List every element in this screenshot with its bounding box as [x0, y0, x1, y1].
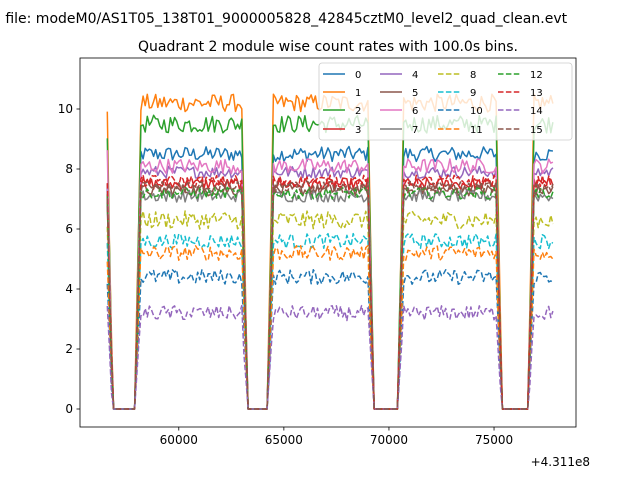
legend-label-2: 2: [355, 106, 361, 117]
legend-label-12: 12: [530, 70, 543, 81]
x-tick-label-1: 65000: [265, 433, 303, 447]
series-line-5: [106, 183, 554, 410]
legend-label-3: 3: [355, 125, 361, 136]
series-line-10: [106, 268, 554, 410]
series-line-4: [106, 165, 554, 410]
legend-label-15: 15: [530, 125, 543, 136]
legend-label-5: 5: [412, 88, 418, 99]
axes-frame: [79, 57, 577, 428]
y-tick-label-2: 4: [65, 282, 73, 296]
y-tick-label-5: 10: [58, 102, 73, 116]
legend-box: [318, 62, 573, 141]
series-line-8: [106, 210, 554, 410]
chart-title: Quadrant 2 module wise count rates with …: [138, 39, 518, 55]
legend-label-7: 7: [412, 125, 418, 136]
series-line-7: [106, 189, 554, 410]
y-tick-label-1: 2: [65, 342, 73, 356]
series-line-15: [106, 180, 554, 410]
legend-label-14: 14: [530, 106, 543, 117]
y-tick-label-4: 8: [65, 162, 73, 176]
legend-label-6: 6: [412, 106, 418, 117]
x-tick-label-2: 70000: [370, 433, 408, 447]
legend-label-9: 9: [470, 88, 476, 99]
y-tick-label-0: 0: [65, 402, 73, 416]
legend-label-1: 1: [355, 88, 361, 99]
legend-label-13: 13: [530, 88, 543, 99]
x-offset-label: +4.311e8: [531, 455, 590, 469]
legend-label-11: 11: [470, 125, 483, 136]
y-tick-label-3: 6: [65, 222, 73, 236]
chart-suptitle: n file: modeM0/AS1T05_138T01_9000005828_…: [0, 11, 568, 27]
series-line-13: [106, 174, 554, 410]
legend-label-4: 4: [412, 70, 418, 81]
series-line-6: [106, 150, 554, 410]
series-line-11: [106, 244, 554, 410]
legend-label-0: 0: [355, 70, 361, 81]
legend-label-10: 10: [470, 106, 483, 117]
legend-label-8: 8: [470, 70, 476, 81]
x-tick-label-3: 75000: [475, 433, 513, 447]
series-line-14: [106, 304, 554, 410]
series-line-12: [106, 186, 554, 410]
series-line-9: [106, 232, 554, 410]
x-tick-label-0: 60000: [160, 433, 198, 447]
